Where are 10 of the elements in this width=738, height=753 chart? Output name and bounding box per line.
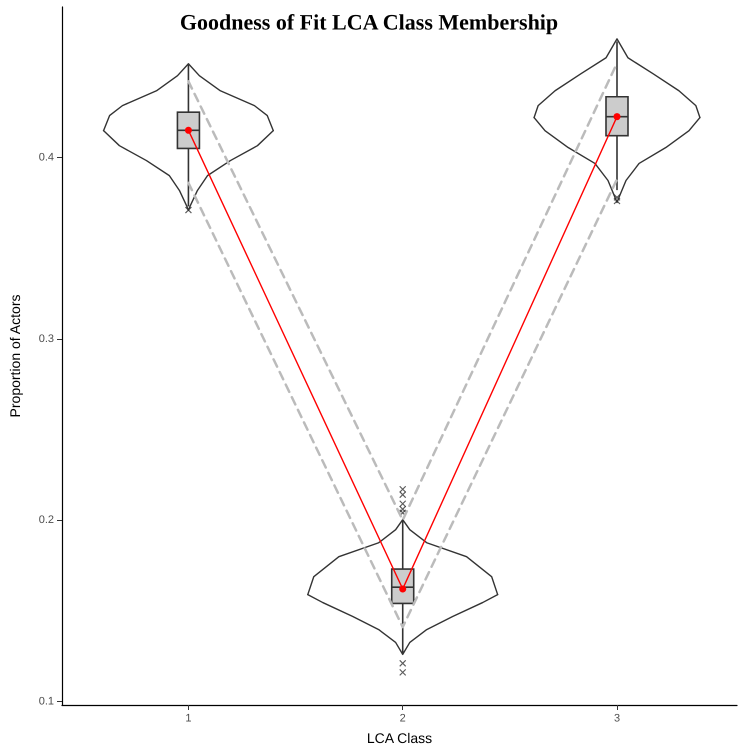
- chart-title: Goodness of Fit LCA Class Membership: [180, 10, 558, 34]
- x-axis-title: LCA Class: [366, 730, 432, 746]
- y-tick-label: 0.1: [38, 695, 54, 708]
- y-tick-label: 0.2: [38, 514, 54, 526]
- y-axis-title: Proportion of Actors: [7, 294, 23, 418]
- x-tick-label: 1: [185, 712, 192, 724]
- y-tick-label: 0.3: [38, 332, 54, 345]
- y-tick-label: 0.4: [38, 151, 54, 164]
- x-tick-label: 2: [400, 712, 406, 724]
- x-tick-label: 3: [614, 712, 620, 724]
